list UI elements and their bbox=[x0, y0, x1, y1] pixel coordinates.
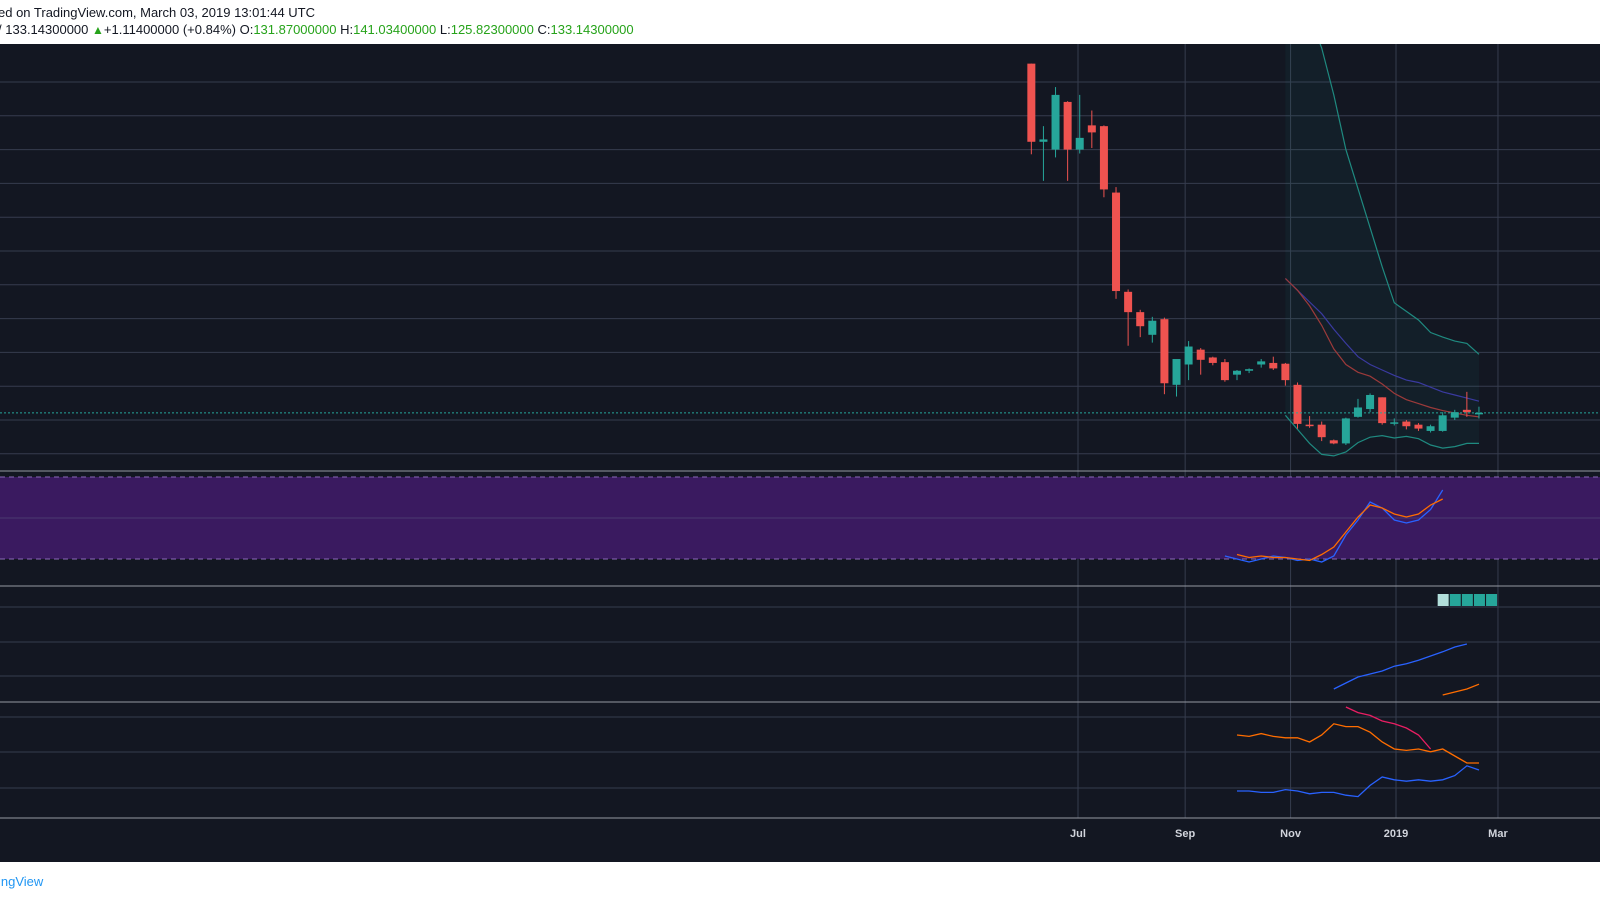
candle-body bbox=[1039, 139, 1048, 142]
candle-body bbox=[1378, 397, 1387, 424]
candle-body bbox=[1269, 362, 1278, 369]
candle-body bbox=[1196, 349, 1205, 360]
candle-body bbox=[1317, 424, 1326, 438]
price-change: +1.11400000 (+0.84%) bbox=[103, 22, 236, 37]
up-arrow-icon: ▲ bbox=[92, 23, 104, 37]
candle-body bbox=[1233, 370, 1241, 375]
open-value: 131.87000000 bbox=[253, 22, 337, 37]
rsi-band bbox=[0, 476, 1600, 560]
bollinger-bands bbox=[1284, 44, 1480, 457]
candle-body bbox=[1051, 94, 1060, 150]
candle-body bbox=[1305, 424, 1314, 427]
low-label: L: bbox=[439, 22, 451, 37]
histogram-bar bbox=[1461, 594, 1473, 606]
candle-body bbox=[1390, 422, 1399, 424]
x-axis-label: Sep bbox=[1175, 828, 1195, 840]
symbol-fragment: / bbox=[0, 22, 2, 37]
candle-body bbox=[1402, 421, 1411, 427]
close-label: C: bbox=[537, 22, 551, 37]
candle-body bbox=[1124, 291, 1133, 313]
candle-body bbox=[1027, 63, 1036, 142]
open-label: O: bbox=[239, 22, 254, 37]
bollinger-lower-line bbox=[1284, 414, 1479, 457]
bollinger-middle-line bbox=[1284, 278, 1480, 402]
histogram-bar bbox=[1449, 594, 1461, 606]
pane4-orange-line bbox=[1236, 723, 1479, 764]
candle-body bbox=[1462, 409, 1471, 413]
histogram-bar bbox=[1486, 594, 1498, 606]
pane-separators bbox=[0, 470, 1600, 819]
candle-body bbox=[1474, 412, 1483, 415]
chart-header: ed on TradingView.com, March 03, 2019 13… bbox=[0, 0, 1600, 44]
high-value: 141.03400000 bbox=[353, 22, 437, 37]
grid-lines bbox=[0, 44, 1600, 818]
chart-background bbox=[0, 44, 1600, 862]
candle-body bbox=[1063, 101, 1072, 150]
candle-body bbox=[1426, 426, 1435, 431]
brand-link[interactable]: ingView bbox=[0, 874, 44, 889]
candle-body bbox=[1220, 362, 1229, 381]
candle-body bbox=[1293, 384, 1302, 424]
pane4-crimson-line bbox=[1345, 706, 1432, 750]
x-axis-label: Jul bbox=[1070, 828, 1086, 840]
last-price: 133.14300000 bbox=[5, 22, 89, 37]
candle-body bbox=[1414, 424, 1423, 429]
candle-body bbox=[1329, 440, 1338, 444]
candle-body bbox=[1172, 359, 1181, 385]
x-axis-label: Nov bbox=[1280, 828, 1302, 840]
candle-body bbox=[1184, 346, 1193, 365]
x-axis: Jul Sep Nov 2019 Mar bbox=[1070, 828, 1508, 840]
x-axis-label: 2019 bbox=[1384, 828, 1408, 840]
candle-body bbox=[1353, 407, 1362, 417]
published-line: ed on TradingView.com, March 03, 2019 13… bbox=[0, 5, 316, 20]
candle-body bbox=[1160, 319, 1169, 384]
candle-body bbox=[1099, 126, 1108, 190]
candle-body bbox=[1281, 363, 1290, 381]
ohlc-line: / 133.14300000 ▲+1.11400000 (+0.84%) O:1… bbox=[0, 22, 634, 37]
candle-body bbox=[1366, 394, 1375, 410]
candle-body bbox=[1245, 369, 1254, 371]
candle-body bbox=[1136, 312, 1145, 327]
close-value: 133.14300000 bbox=[550, 22, 634, 37]
candle-body bbox=[1112, 192, 1121, 292]
moving-average-line bbox=[1284, 278, 1480, 418]
indicator-pane-4 bbox=[1236, 706, 1480, 798]
high-label: H: bbox=[340, 22, 354, 37]
candle-body bbox=[1075, 137, 1084, 150]
low-value: 125.82300000 bbox=[450, 22, 534, 37]
bollinger-fill bbox=[1285, 44, 1479, 456]
rsi-line bbox=[1224, 489, 1444, 563]
price-chart[interactable]: Jul Sep Nov 2019 Mar bbox=[0, 44, 1600, 862]
candle-body bbox=[1257, 361, 1266, 365]
candle-body bbox=[1438, 415, 1447, 431]
pane3-orange-line bbox=[1442, 683, 1480, 696]
candle-body bbox=[1341, 418, 1350, 444]
candle-body bbox=[1087, 125, 1096, 133]
indicator-pane-3 bbox=[1333, 643, 1480, 696]
candle-body bbox=[1148, 320, 1157, 335]
x-axis-label: Mar bbox=[1488, 828, 1508, 840]
rsi-pane bbox=[1224, 489, 1444, 563]
histogram-bar bbox=[1473, 594, 1485, 606]
footer: ingView bbox=[0, 862, 1600, 900]
pane4-blue-line bbox=[1237, 765, 1480, 798]
pane3-blue-line bbox=[1333, 643, 1468, 690]
candlesticks bbox=[1027, 63, 1483, 445]
histogram-bar bbox=[1437, 594, 1449, 606]
histogram-pane bbox=[1437, 594, 1498, 606]
candle-body bbox=[1450, 412, 1459, 418]
candle-body bbox=[1208, 357, 1217, 363]
bollinger-upper-line bbox=[1319, 44, 1480, 355]
rsi-signal-line bbox=[1236, 498, 1443, 562]
